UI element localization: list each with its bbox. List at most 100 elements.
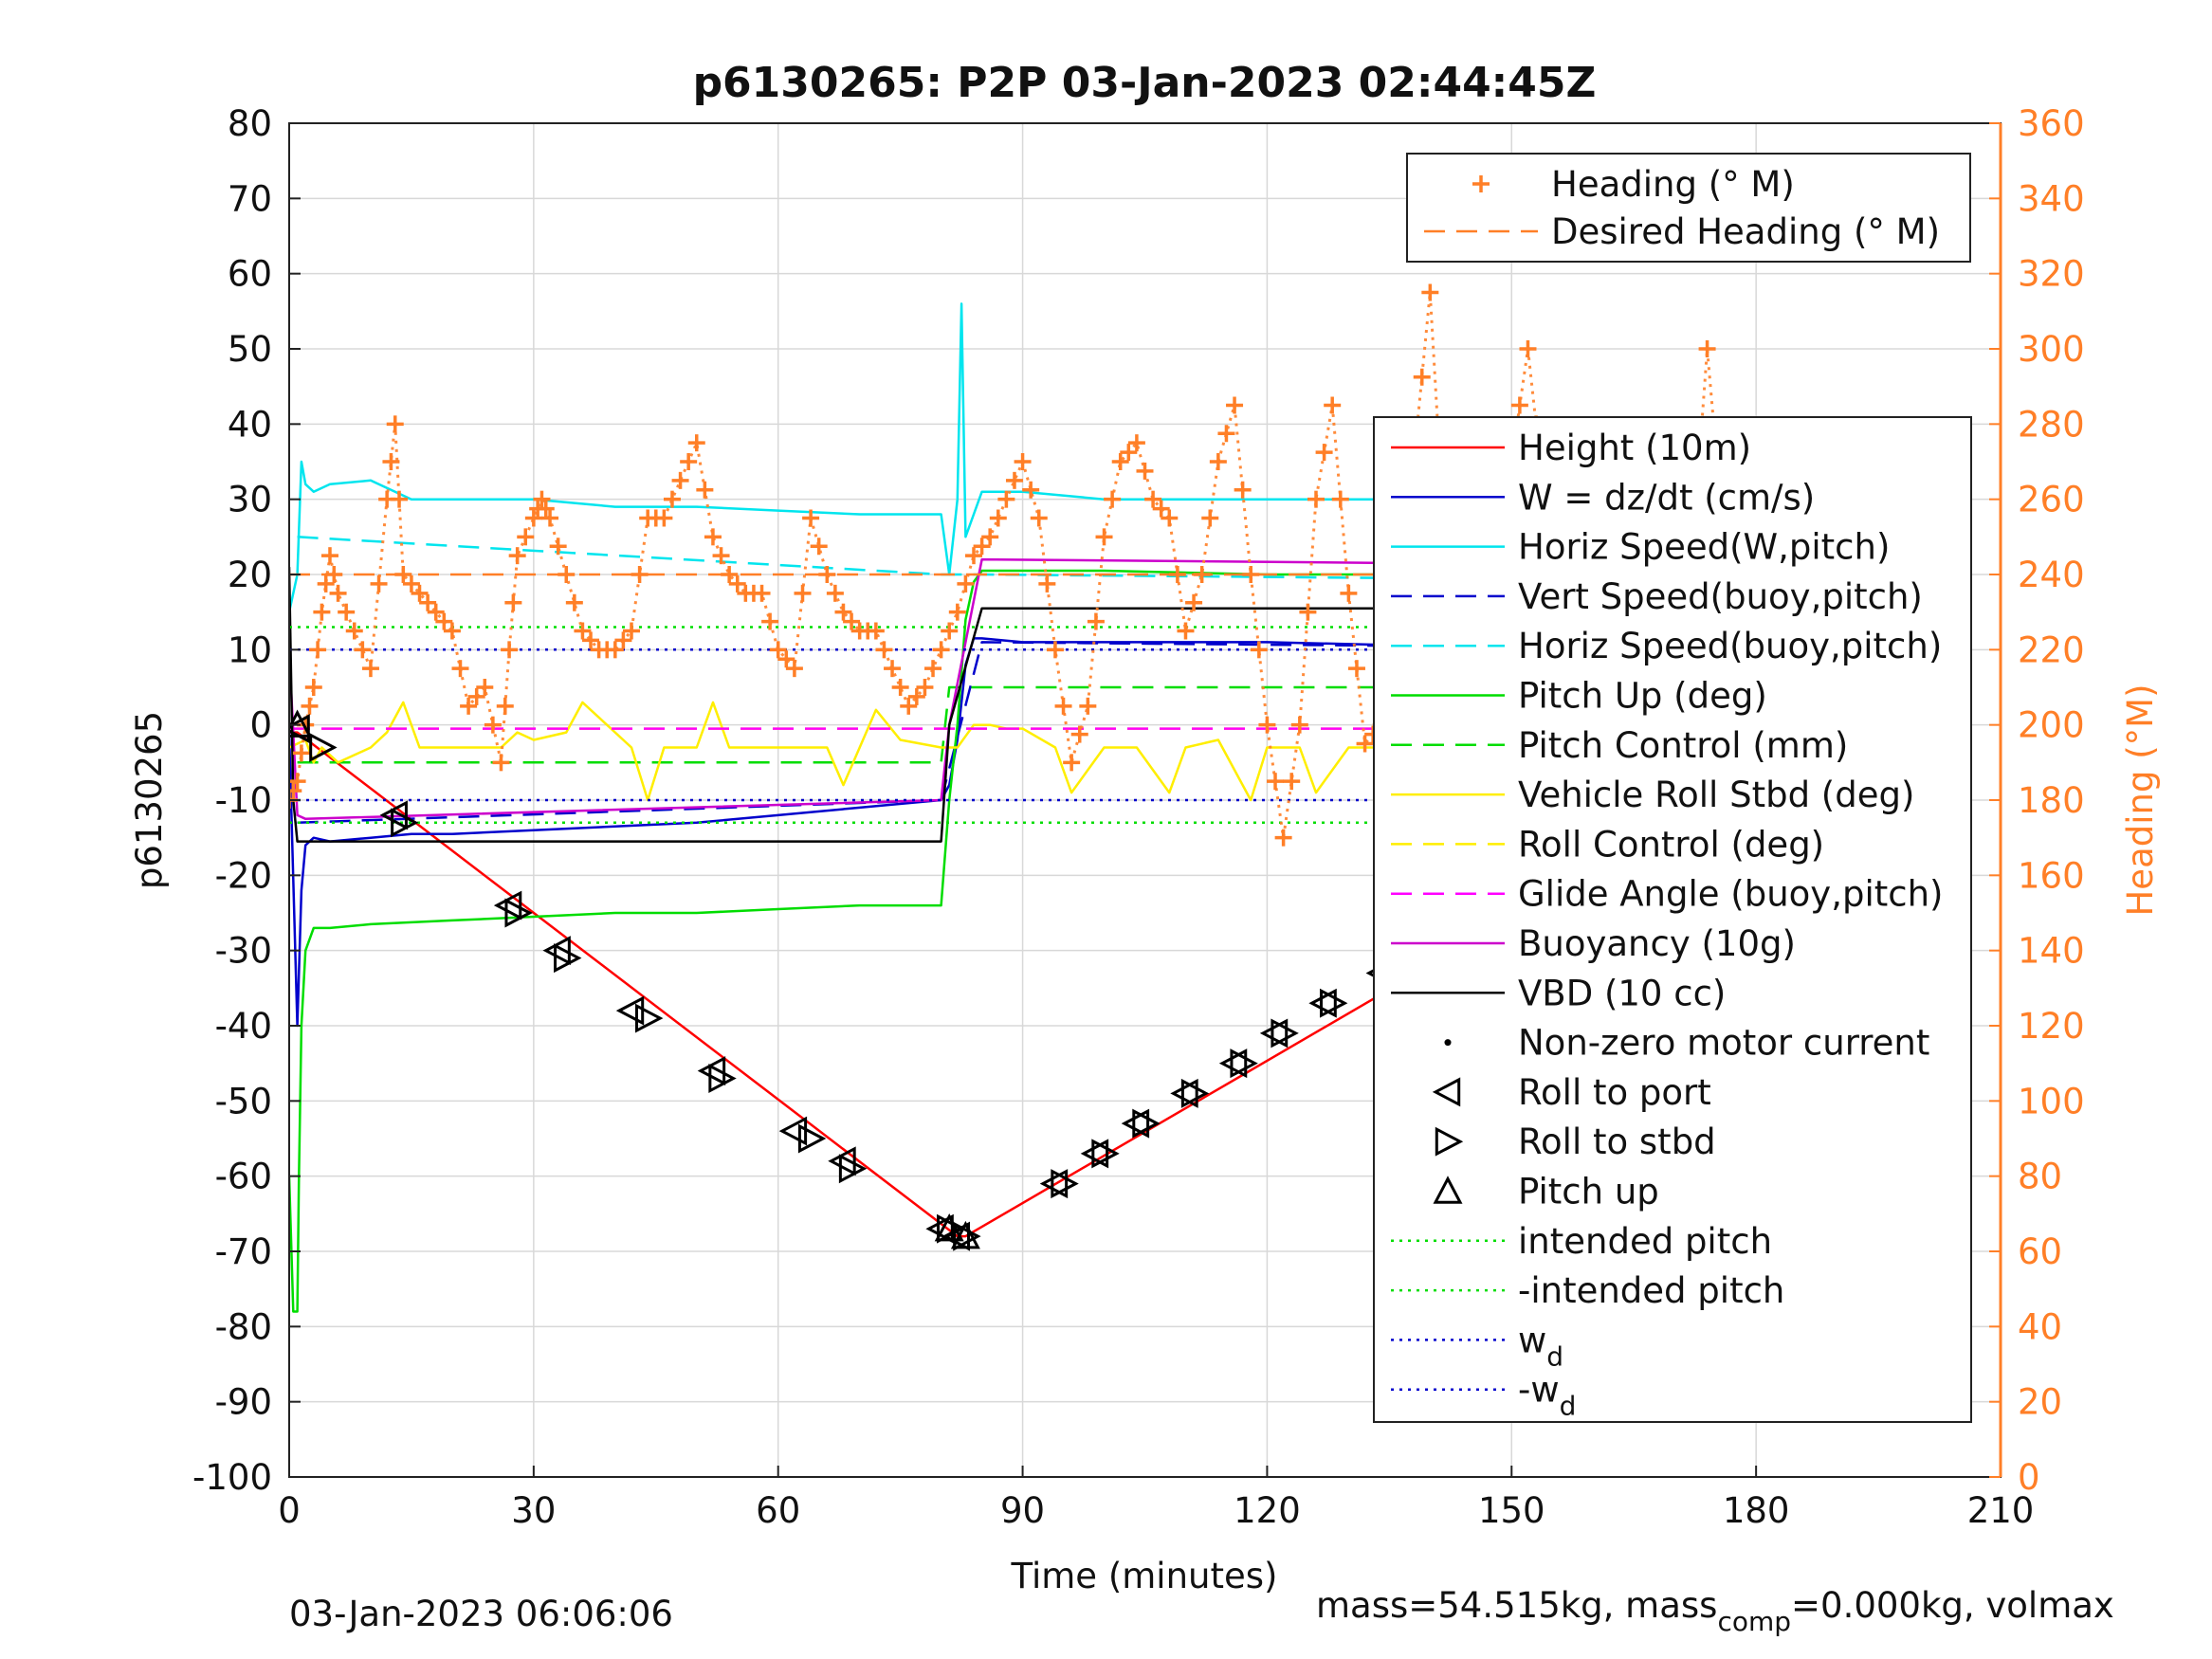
legend-label-text: Vert Speed(buoy,pitch) xyxy=(1518,576,1923,617)
heading-m-point xyxy=(382,453,400,470)
roll-to-stbd-marker xyxy=(1230,1048,1258,1079)
heading-m-point xyxy=(427,603,445,621)
legend-label: Glide Angle (buoy,pitch) xyxy=(1518,874,1943,915)
heading-m-point xyxy=(753,584,771,602)
y-tick-label-right: 240 xyxy=(2018,555,2085,595)
heading-m-point xyxy=(1299,603,1317,621)
y-axis-label: p6130265 xyxy=(129,711,170,889)
heading-m-point xyxy=(663,490,681,508)
roll-to-stbd-marker xyxy=(797,1123,827,1154)
heading-m-point xyxy=(435,612,453,630)
roll-to-stbd-marker xyxy=(1091,1139,1120,1169)
heading-m-point xyxy=(614,631,632,649)
y-tick-label: 20 xyxy=(228,555,272,595)
heading-m-point xyxy=(924,660,942,678)
heading-m-point xyxy=(1087,612,1105,630)
legend-label-text: -w xyxy=(1518,1370,1560,1411)
legend-label-text: Heading (° M) xyxy=(1551,164,1795,205)
heading-m-point xyxy=(884,660,902,678)
heading-m-point xyxy=(1290,716,1308,734)
heading-m-point xyxy=(1136,462,1154,480)
heading-m-point xyxy=(941,622,959,640)
heading-m-point xyxy=(1005,471,1023,489)
heading-m-point xyxy=(501,641,519,659)
y-tick-label-right: 320 xyxy=(2018,254,2085,295)
roll-to-stbd-marker xyxy=(708,1064,737,1094)
legend-swatch xyxy=(1444,1039,1452,1047)
heading-m-point xyxy=(504,593,522,611)
heading-m-point xyxy=(354,641,372,659)
heading-m-point xyxy=(696,481,714,499)
legend-item-pitch-up-deg: Pitch Up (deg) xyxy=(1391,676,1767,717)
heading-m-point xyxy=(524,509,542,527)
legend-label: Pitch up xyxy=(1518,1172,1659,1212)
x-tick-label: 0 xyxy=(278,1490,301,1531)
heading-m-point xyxy=(957,574,975,592)
roll-to-port-marker xyxy=(1308,988,1337,1018)
heading-m-point xyxy=(320,547,338,565)
y-tick-label-right: 0 xyxy=(2018,1457,2040,1498)
legend-label: VBD (10 cc) xyxy=(1518,973,1726,1013)
y-tick-label-right: 220 xyxy=(2018,629,2085,670)
heading-m-point xyxy=(948,603,966,621)
y-tick-label: -80 xyxy=(215,1306,272,1347)
legend-item-height-10m: Height (10m) xyxy=(1391,428,1751,468)
roll-to-stbd-marker xyxy=(937,1213,965,1244)
heading-m-point xyxy=(533,490,551,508)
horiz-speed-w-pitch-line xyxy=(289,302,1838,612)
heading-m-point xyxy=(476,679,494,696)
heading-m-point xyxy=(907,687,925,705)
y-tick-label: -30 xyxy=(215,931,272,972)
y-tick-label: 0 xyxy=(249,705,272,746)
heading-m-point xyxy=(345,622,363,640)
y-tick-label-right: 20 xyxy=(2018,1382,2062,1423)
heading-m-point xyxy=(565,593,583,611)
legend-label-text: Horiz Speed(W,pitch) xyxy=(1518,527,1890,568)
heading-m-point xyxy=(1193,566,1211,583)
roll-to-port-marker xyxy=(1218,1048,1248,1079)
y-tick-label-right: 60 xyxy=(2018,1231,2062,1272)
legend-swatch xyxy=(1435,1126,1464,1157)
legend-label-text: Roll Control (deg) xyxy=(1518,824,1824,865)
legend-item-w-dz-dt-cm-s: W = dz/dt (cm/s) xyxy=(1391,477,1815,518)
heading-m-point xyxy=(1234,481,1252,499)
w-dz-dt-cm-s-line xyxy=(289,637,1838,1028)
y-tick-label: 10 xyxy=(228,629,272,670)
legend-main: Height (10m) W = dz/dt (cm/s) Horiz Speed(… xyxy=(1373,416,1972,1423)
heading-m-point xyxy=(1095,528,1113,546)
heading-m-point xyxy=(1104,490,1122,508)
y-tick-label-right: 180 xyxy=(2018,780,2085,821)
heading-m-point xyxy=(1127,434,1145,452)
heading-m-point xyxy=(777,650,795,668)
roll-to-stbd-marker xyxy=(1132,1108,1161,1139)
heading-m-point xyxy=(818,566,836,583)
roll-to-port-marker xyxy=(379,800,408,830)
heading-m-point xyxy=(671,471,689,489)
roll-to-port-marker xyxy=(1039,1169,1069,1199)
legend-label-text: W = dz/dt (cm/s) xyxy=(1518,477,1815,518)
heading-m-point xyxy=(1250,641,1268,659)
heading-m-point xyxy=(932,641,950,659)
heading-m-point xyxy=(1258,716,1276,734)
x-tick-label: 90 xyxy=(1000,1490,1045,1531)
legend-item-vehicle-roll-stbd-deg: Vehicle Roll Stbd (deg) xyxy=(1391,775,1914,815)
legend-label: Roll to port xyxy=(1518,1072,1711,1113)
heading-m-point xyxy=(289,773,306,791)
heading-m-point xyxy=(1030,509,1048,527)
y-tick-label: -20 xyxy=(215,855,272,896)
pitch-up-marker xyxy=(934,1212,964,1242)
legend-label: Roll Control (deg) xyxy=(1518,824,1824,865)
legend-label: Height (10m) xyxy=(1518,428,1751,468)
heading-m-point xyxy=(325,566,343,583)
heading-m-point xyxy=(451,660,469,678)
x-tick-label: 180 xyxy=(1723,1490,1790,1531)
legend-label: Heading (° M) xyxy=(1551,164,1795,205)
roll-to-stbd-marker xyxy=(953,1221,981,1251)
legend-label-text: Pitch Up (deg) xyxy=(1518,676,1767,717)
legend-item-intended-pitch: intended pitch xyxy=(1391,1221,1772,1262)
buoyancy-10g-line xyxy=(289,557,1838,821)
heading-m-point xyxy=(1307,490,1325,508)
heading-m-point xyxy=(680,453,698,470)
heading-m-point xyxy=(875,641,893,659)
legend-label: Non-zero motor current xyxy=(1518,1023,1929,1064)
